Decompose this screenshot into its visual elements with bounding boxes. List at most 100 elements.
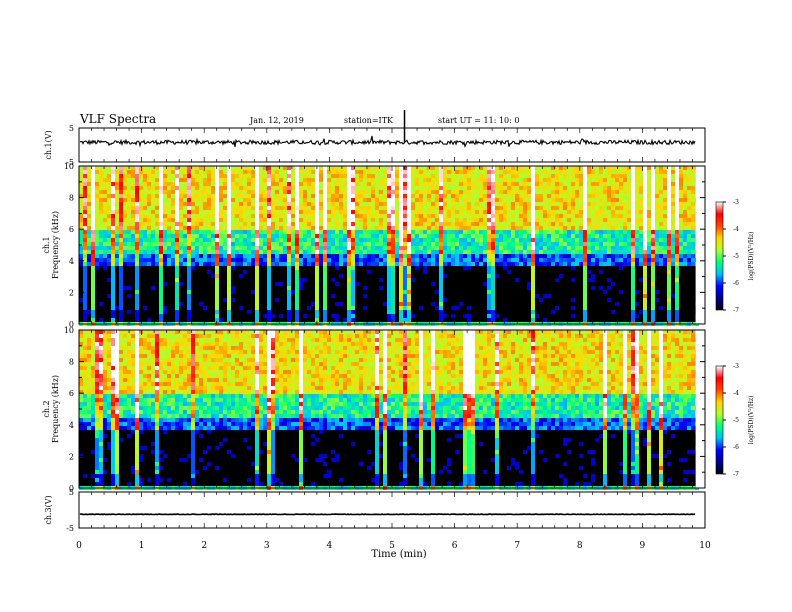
spectrogram-cell [255,270,259,274]
spectrogram-cell [631,318,635,322]
spectrogram-cell [459,222,463,226]
spectrogram-cell [643,166,647,170]
spectrogram-cell [439,250,443,254]
spectrogram-cell [299,182,303,186]
spectrogram-cell [351,258,355,262]
spectrogram-cell [375,186,379,190]
spectrogram-cell [483,202,487,206]
spectrogram-cell [331,250,335,254]
spectrogram-cell [335,250,339,254]
spectrogram-cell [195,206,199,210]
spectrogram-cell [115,366,119,370]
spectrogram-cell [443,178,447,182]
spectrogram-cell [207,238,211,242]
spectrogram-cell [503,170,507,174]
spectrogram-cell [487,238,491,242]
spectrogram-cell [283,186,287,190]
spectrogram-cell [431,254,435,258]
spectrogram-cell [503,214,507,218]
spectrogram-cell [371,178,375,182]
spectrogram-cell [111,242,115,246]
spectrogram-cell [251,206,255,210]
spectrogram-cell [575,186,579,190]
spectrogram-cell [363,174,367,178]
spectrogram-cell [451,306,455,310]
spectrogram-cell [91,346,95,350]
spectrogram-cell [583,222,587,226]
spectrogram-cell [303,182,307,186]
spectrogram-cell [675,234,679,238]
spectrogram-cell [199,206,203,210]
spectrogram-cell [419,250,423,254]
spectrogram-cell [375,206,379,210]
spectrogram-cell [187,302,191,306]
spectrogram-cell [139,262,143,266]
spectrogram-cell [243,210,247,214]
spectrogram-cell [667,270,671,274]
spectrogram-cell [351,286,355,290]
spectrogram-cell [299,198,303,202]
spectrogram-cell [463,206,467,210]
spectrogram-cell [95,186,99,190]
spectrogram-cell [651,302,655,306]
spectrogram-cell [375,254,379,258]
spectrogram-cell [431,246,435,250]
spectrogram-cell [635,190,639,194]
spectrogram-cell [635,250,639,254]
spectrogram-cell [627,194,631,198]
spectrogram-cell [439,182,443,186]
spectrogram-cell [679,214,683,218]
spectrogram-cell [507,206,511,210]
spectrogram-cell [219,246,223,250]
spectrogram-cell [287,238,291,242]
spectrogram-cell [687,178,691,182]
spectrogram-cell [675,194,679,198]
spectrogram-cell [139,194,143,198]
spectrogram-cell [287,286,291,290]
spectrogram-cell [79,358,83,362]
spectrogram-cell [87,386,91,390]
spectrogram-cell [671,258,675,262]
spectrogram-cell [327,238,331,242]
spectrogram-cell [127,198,131,202]
spectrogram-cell [287,302,291,306]
spectrogram-cell [491,210,495,214]
spectrogram-cell [679,250,683,254]
spectrogram-cell [215,190,219,194]
spectrogram-cell [591,186,595,190]
spectrogram-cell [111,254,115,258]
spectrogram-cell [511,250,515,254]
spectrogram-cell [675,286,679,290]
spectrogram-cell [615,202,619,206]
spectrogram-cell [91,426,95,430]
spectrogram-cell [419,234,423,238]
spectrogram-cell [547,234,551,238]
spectrogram-cell [183,198,187,202]
spectrogram-cell [559,166,563,170]
spectrogram-cell [291,194,295,198]
spectrogram-cell [639,198,643,202]
spectrogram-cell [431,214,435,218]
spectrogram-cell [607,214,611,218]
spectrogram-cell [139,190,143,194]
spectrogram-cell [199,230,203,234]
spectrogram-cell [463,238,467,242]
spectrogram-cell [519,182,523,186]
spectrogram-cell [659,254,663,258]
spectrogram-cell [415,190,419,194]
spectrogram-cell [547,210,551,214]
spectrogram-cell [559,190,563,194]
spectrogram-cell [535,178,539,182]
spectrogram-cell [691,246,695,250]
spectrogram-cell [107,422,111,426]
spectrogram-cell [235,238,239,242]
spectrogram-cell [659,246,663,250]
spectrogram-cell [443,198,447,202]
spectrogram-cell [375,202,379,206]
spectrogram-cell [523,178,527,182]
spectrogram-cell [583,278,587,282]
spectrogram-cell [559,238,563,242]
spectrogram-cell [599,178,603,182]
spectrogram-cell [435,234,439,238]
spectrogram-cell [267,266,271,270]
